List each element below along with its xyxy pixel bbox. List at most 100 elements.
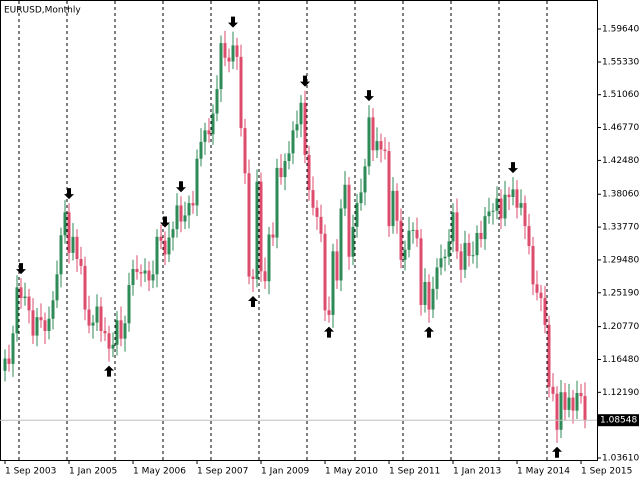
candle-body [531,246,535,285]
candle-body [251,276,255,279]
y-tick-label: 1.03610 [602,454,639,464]
candle-body [123,323,127,339]
fractal-up-arrow [552,446,562,458]
fractal-up-arrow [248,295,258,307]
candle-body [183,215,187,222]
candle-body [243,128,247,174]
candle-body [527,226,531,247]
candle-body [107,333,111,349]
candle-body [371,117,375,151]
candle-body [311,190,315,208]
fractal-up-arrow [104,365,114,377]
candle-body [487,211,491,217]
candle-body [439,258,443,268]
candle-body [339,208,343,281]
candle-body [307,154,311,191]
candle-body [379,141,383,150]
fractal-down-arrow [508,162,518,174]
candle-body [163,240,167,255]
candle-body [335,251,339,281]
candle-body [255,181,259,279]
candle-body [435,267,439,289]
candle-body [235,45,239,57]
candle-body [551,386,555,394]
candle-body [299,102,303,125]
last-price-label: 1.08548 [600,416,637,426]
candle-body [431,288,435,310]
y-tick-label: 1.20770 [602,322,639,332]
candle-body [355,203,359,227]
plot-frame [0,0,598,461]
candle-body [459,251,463,270]
candle-body [199,141,203,159]
candle-body [507,194,511,198]
candle-body [535,284,539,293]
candle-body [451,212,455,242]
candle-body [547,324,551,387]
candle-body [39,317,43,321]
candle-body [523,203,527,227]
candle-body [315,207,319,217]
candle-body [267,234,271,282]
x-tick-label: 1 May 2006 [133,467,186,477]
candle-body [151,274,155,281]
candle-body [67,212,71,253]
candle-body [347,184,351,257]
candle-body [331,251,335,315]
fractal-down-arrow [228,16,238,28]
candle-body [579,393,583,397]
candle-body [539,292,543,299]
candle-body [511,189,515,198]
x-tick-label: 1 Jan 2013 [453,467,501,477]
candle-body [59,235,63,275]
candle-body [327,310,331,315]
candle-body [303,102,307,155]
candle-body [423,281,427,305]
candle-body [463,242,467,270]
y-tick-label: 1.33770 [602,223,639,233]
candle-body [147,270,151,281]
candle-body [411,229,415,231]
candle-body [231,45,235,62]
candle-body [519,203,523,208]
candle-body [207,130,211,135]
candle-body [287,153,291,162]
candle-body [179,205,183,222]
candle-body [443,256,447,259]
candle-body [295,124,299,131]
candle-body [171,229,175,238]
candle-body [495,198,499,211]
candle-body [175,205,179,230]
candle-body [283,161,287,178]
candle-body [471,255,475,257]
fractal-down-arrow [160,216,170,228]
candle-body [475,232,479,256]
candle-body [247,173,251,277]
candle-body [131,268,135,286]
candle-body [323,233,327,311]
fractal-down-arrow [64,188,74,200]
candle-body [291,130,295,154]
candle-body [91,322,95,326]
candle-body [383,149,387,152]
y-tick-label: 1.46770 [602,123,639,133]
candle-body [35,317,39,336]
candle-body [43,320,47,331]
y-tick-label: 1.42480 [602,156,639,166]
candle-body [31,310,35,336]
candle-body [407,230,411,250]
candle-body [119,320,123,339]
candle-body [479,232,483,240]
candle-body [75,236,79,260]
x-tick-label: 1 Sep 2007 [197,467,248,477]
fractal-up-arrow [424,326,434,338]
last-price-box [598,414,639,427]
candle-body [403,249,407,260]
candle-body [139,272,143,274]
candle-body [575,393,579,411]
candle-body [63,212,67,236]
candle-body [7,358,11,364]
candle-body [155,236,159,275]
